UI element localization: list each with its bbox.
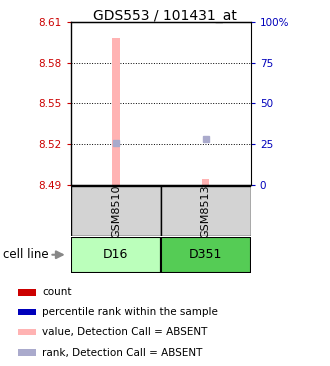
Text: rank, Detection Call = ABSENT: rank, Detection Call = ABSENT [42,348,202,358]
Text: percentile rank within the sample: percentile rank within the sample [42,307,218,317]
Bar [161,237,251,273]
Bar [112,38,119,185]
Text: GSM8510: GSM8510 [111,184,121,238]
Bar [18,309,36,315]
Bar [18,350,36,356]
Text: count: count [42,287,71,298]
Bar [18,329,36,335]
Text: D351: D351 [189,248,222,261]
Text: value, Detection Call = ABSENT: value, Detection Call = ABSENT [42,327,207,337]
Bar [18,290,36,296]
Text: GDS553 / 101431_at: GDS553 / 101431_at [93,10,237,23]
Bar [161,186,251,236]
Text: D16: D16 [103,248,129,261]
Bar [71,237,161,273]
Bar [202,179,210,185]
Text: cell line: cell line [3,248,49,261]
Bar [71,186,161,236]
Text: GSM8513: GSM8513 [201,184,211,238]
